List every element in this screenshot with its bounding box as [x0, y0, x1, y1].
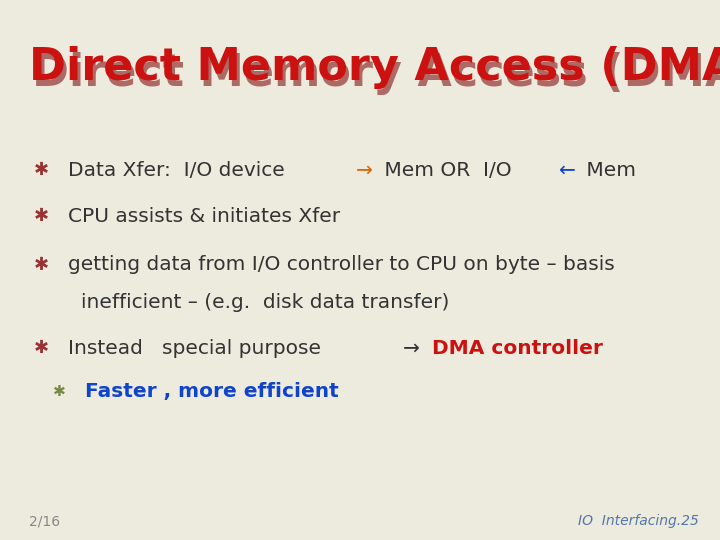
Text: ✱: ✱ [34, 255, 50, 274]
Text: Direct Memory Access (DMA): Direct Memory Access (DMA) [32, 52, 720, 96]
Text: Mem: Mem [580, 160, 636, 180]
Text: Mem OR  I/O: Mem OR I/O [378, 160, 518, 180]
Text: inefficient – (e.g.  disk data transfer): inefficient – (e.g. disk data transfer) [81, 293, 449, 312]
Text: getting data from I/O controller to CPU on byte – basis: getting data from I/O controller to CPU … [68, 255, 615, 274]
Text: Direct Memory Access (DMA): Direct Memory Access (DMA) [29, 46, 720, 89]
Text: DMA controller: DMA controller [425, 339, 603, 358]
Text: ✱: ✱ [53, 384, 66, 399]
Text: Data Xfer:  I/O device: Data Xfer: I/O device [68, 160, 292, 180]
Text: →: → [403, 339, 420, 358]
Text: ✱: ✱ [34, 207, 50, 225]
Text: ←: ← [559, 160, 575, 180]
Text: Faster , more efficient: Faster , more efficient [85, 382, 338, 401]
Text: Instead   special purpose: Instead special purpose [68, 339, 328, 358]
Text: CPU assists & initiates Xfer: CPU assists & initiates Xfer [68, 206, 341, 226]
Text: 2/16: 2/16 [29, 514, 60, 528]
Text: IO  Interfacing.25: IO Interfacing.25 [577, 514, 698, 528]
Text: →: → [356, 160, 373, 180]
Text: ✱: ✱ [34, 339, 50, 357]
Text: ✱: ✱ [34, 161, 50, 179]
